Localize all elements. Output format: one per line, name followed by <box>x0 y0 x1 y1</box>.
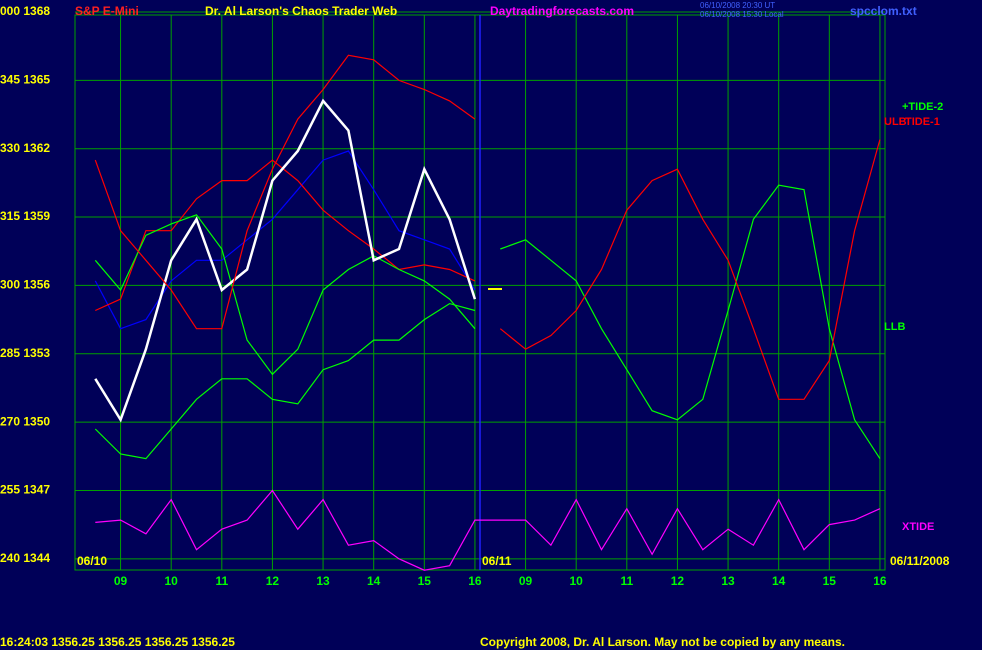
x-tick-label: 14 <box>772 574 786 588</box>
legend-label: +TIDE-2 <box>902 101 943 113</box>
x-tick-label: 15 <box>418 574 432 588</box>
x-tick-label: 12 <box>266 574 280 588</box>
site: Daytradingforecasts.com <box>490 4 634 18</box>
x-tick-label: 16 <box>873 574 887 588</box>
series-line <box>95 489 881 571</box>
x-tick-label: 12 <box>671 574 685 588</box>
series-line <box>94 98 477 423</box>
series-line <box>499 139 881 400</box>
x-tick-label: 09 <box>519 574 533 588</box>
x-tick-label: 10 <box>165 574 179 588</box>
timestamp-local: 06/10/2008 15:30 Local <box>700 10 784 19</box>
plot-area <box>74 11 886 571</box>
x-tick-label: 14 <box>367 574 381 588</box>
legend-label: LLB <box>884 321 905 333</box>
quote: 16:24:03 1356.25 1356.25 1356.25 1356.25 <box>0 635 235 649</box>
x-tick-label: 16 <box>468 574 482 588</box>
copyright: Copyright 2008, Dr. Al Larson. May not b… <box>480 635 845 649</box>
y-tick-label: 255 1347 <box>0 483 50 497</box>
x-tick-label: 11 <box>215 574 228 588</box>
legend-label: XTIDE <box>902 521 934 533</box>
date-start: 06/10 <box>77 554 107 568</box>
y-tick-label: 330 1362 <box>0 141 50 155</box>
series-line <box>500 184 881 459</box>
y-tick-label: 300 1356 <box>0 278 50 292</box>
legend-label: ULB <box>884 116 907 128</box>
date-mid: 06/11 <box>482 554 512 568</box>
date-end: 06/11/2008 <box>890 554 950 568</box>
file-name: spcclom.txt <box>850 4 917 18</box>
x-tick-label: 10 <box>570 574 584 588</box>
timestamp-ut: 06/10/2008 20:30 UT <box>700 1 775 10</box>
series-line <box>94 214 476 376</box>
x-tick-label: 13 <box>316 574 330 588</box>
y-tick-label: 240 1344 <box>0 551 50 565</box>
y-tick-label: 315 1359 <box>0 209 50 223</box>
chart-title: Dr. Al Larson's Chaos Trader Web <box>205 4 397 18</box>
x-tick-label: 15 <box>823 574 837 588</box>
legend-label: TIDE-1 <box>905 116 940 128</box>
series-line <box>94 54 476 330</box>
symbol: S&P E-Mini <box>75 4 139 18</box>
y-tick-label: 345 1365 <box>0 73 50 87</box>
x-tick-label: 13 <box>721 574 735 588</box>
series-line <box>95 159 476 312</box>
y-tick-label: 000 1368 <box>0 4 50 18</box>
y-tick-label: 270 1350 <box>0 414 50 428</box>
y-tick-label: 285 1353 <box>0 346 50 360</box>
series-line <box>94 302 476 460</box>
x-tick-label: 09 <box>114 574 128 588</box>
x-tick-label: 11 <box>620 574 633 588</box>
